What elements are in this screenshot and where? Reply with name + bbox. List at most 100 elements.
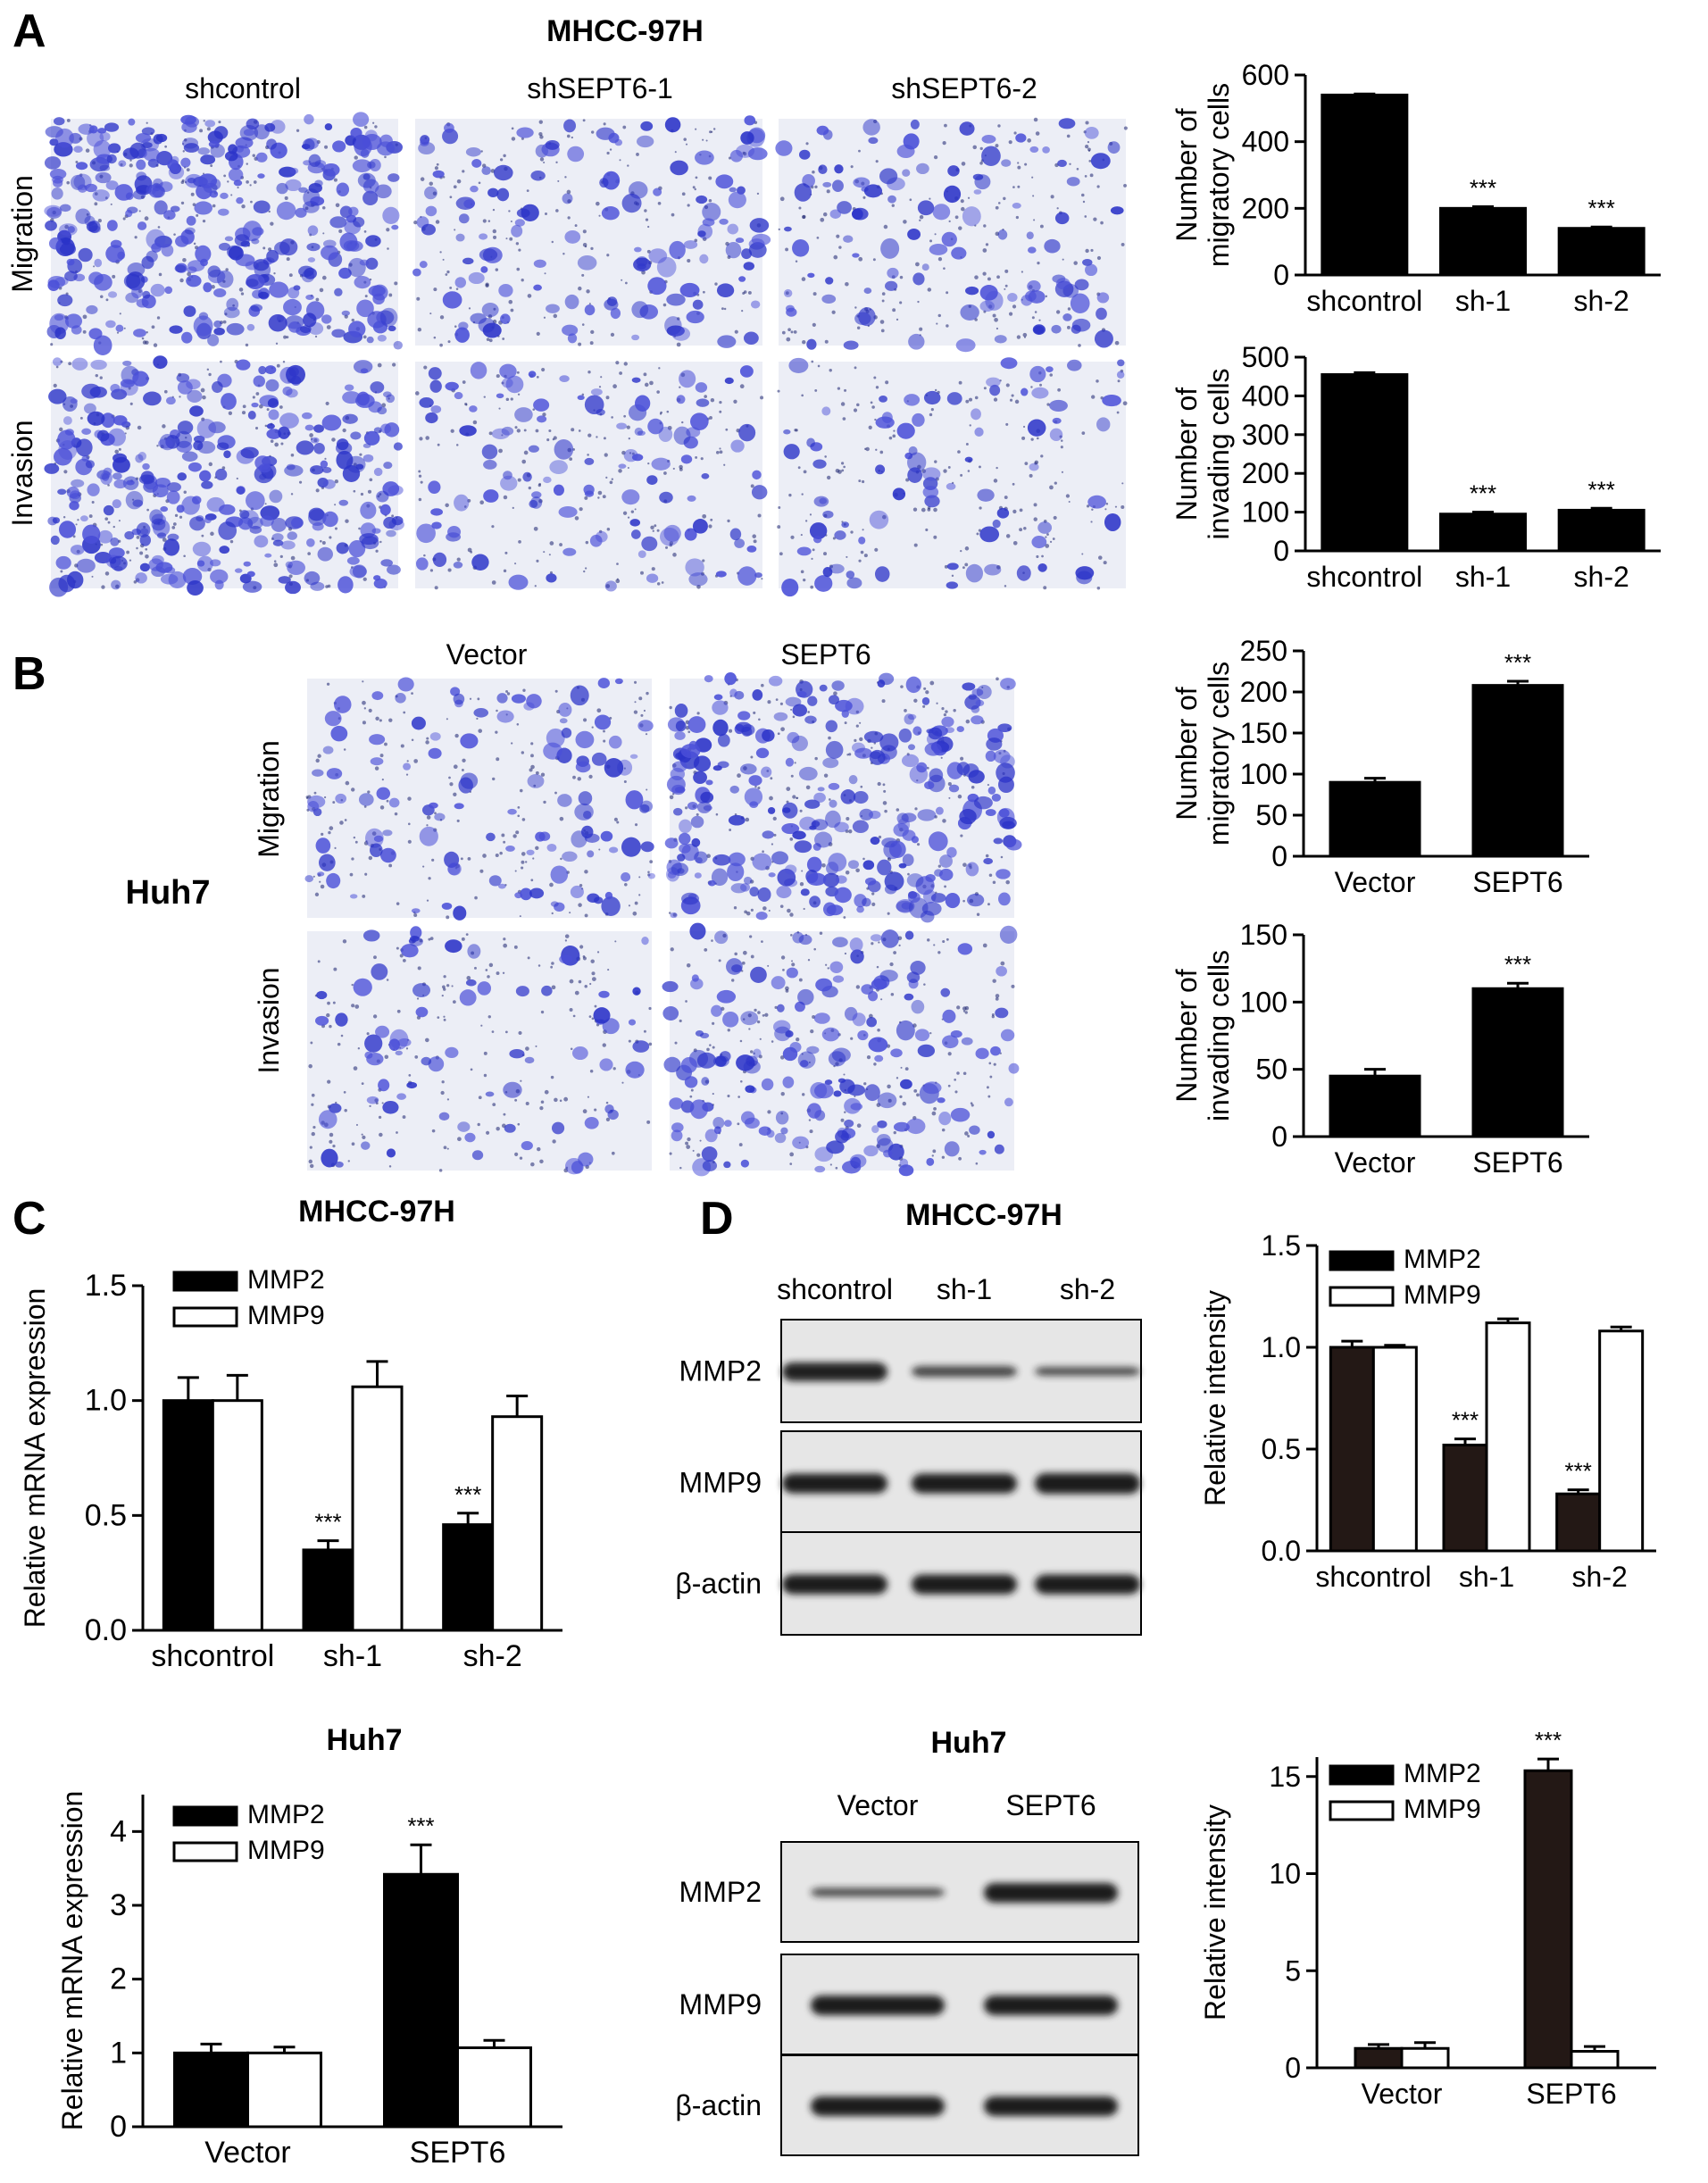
y-axis-label-line: Number of [1171, 969, 1203, 1103]
bar [1400, 2046, 1450, 2070]
chart-title: Huh7 [327, 1723, 403, 1757]
x-tick-label: Vector [1362, 2078, 1443, 2110]
bar [1354, 2046, 1404, 2070]
bar [1598, 1329, 1645, 1553]
panel-b-col-sept6: SEPT6 [780, 638, 871, 671]
bar [383, 1872, 459, 2129]
y-tick-label: 2 [110, 1962, 127, 1996]
bar [1321, 93, 1409, 277]
y-tick-label: 600 [1242, 59, 1289, 91]
y-tick-label: 0.5 [85, 1498, 127, 1532]
y-tick-label: 0 [1273, 535, 1289, 567]
micrograph-b-r1-c1 [662, 922, 1020, 1177]
y-axis-label: Number ofinvading cells [1171, 368, 1235, 539]
y-axis-label-line: Number of [1171, 108, 1203, 242]
x-tick-label: SEPT6 [1472, 866, 1562, 898]
y-axis-label-line: Relative mRNA expression [19, 1288, 51, 1629]
panel-b-row-migration: Migration [253, 740, 285, 858]
panel-a-col-shsept6-1: shSEPT6-1 [527, 72, 673, 104]
blot-band [1035, 1574, 1140, 1595]
legend-swatch [1329, 1250, 1395, 1271]
y-axis-label-line: migratory cells [1203, 662, 1235, 846]
y-axis-label: Number ofmigratory cells [1171, 662, 1235, 846]
legend-label: MMP9 [1404, 1795, 1481, 1824]
panel-b-cell-line: Huh7 [126, 874, 211, 912]
bar [1371, 1346, 1418, 1553]
significance-label: *** [454, 1481, 481, 1508]
blot-bottom-title: Huh7 [931, 1726, 1007, 1760]
y-tick-label: 1 [110, 2036, 127, 2070]
x-tick-label: shcontrol [1306, 285, 1422, 317]
micrograph-a-r0-c0 [44, 112, 404, 356]
chart-d_mhcc: 0.0 0.5 1.0 1.5 Relative intensity shcontrol s… [1199, 1229, 1656, 1593]
blot-row-label: MMP2 [679, 1876, 762, 1908]
x-tick-label: shcontrol [151, 1639, 274, 1673]
y-tick-label: 100 [1240, 758, 1287, 790]
y-axis-label-line: migratory cells [1203, 83, 1235, 267]
bar [1555, 1492, 1602, 1553]
y-tick-label: 0 [1273, 259, 1289, 291]
blot-row-label: MMP2 [679, 1355, 762, 1387]
micrograph-a-r1-c0 [44, 355, 404, 597]
blot-band [912, 1366, 1017, 1378]
y-axis-label-line: Relative intensity [1199, 1804, 1231, 2021]
blot-lane-label: Vector [837, 1789, 919, 1821]
legend-label: MMP2 [247, 1265, 325, 1295]
bar [456, 2046, 532, 2129]
legend-label: MMP2 [247, 1800, 325, 1829]
panel-a-title: MHCC-97H [546, 14, 704, 48]
x-tick-label: Vector [1335, 1146, 1416, 1179]
bar [1523, 1769, 1573, 2070]
y-tick-label: 0.0 [1262, 1535, 1301, 1567]
y-axis-label: Relative intensity [1199, 1804, 1231, 2021]
bar [491, 1415, 544, 1632]
blot-row-label: β-actin [675, 2089, 762, 2121]
y-axis-label: Relative mRNA expression [19, 1288, 51, 1629]
micrograph-a-r0-c2 [775, 117, 1128, 353]
y-tick-label: 4 [110, 1814, 127, 1848]
x-tick-label: sh-2 [1572, 1561, 1628, 1593]
bar [1329, 780, 1421, 858]
micrograph-a-r1-c1 [414, 361, 768, 592]
significance-label: *** [1564, 1458, 1591, 1485]
panel-letter-a: A [12, 5, 46, 57]
legend-swatch [1329, 1764, 1395, 1786]
micrograph-b-r1-c0 [307, 926, 653, 1175]
bar [1471, 987, 1564, 1138]
significance-label: *** [1587, 195, 1614, 221]
y-tick-label: 50 [1255, 1054, 1287, 1086]
y-tick-label: 500 [1242, 341, 1289, 373]
blot-band [984, 1996, 1118, 2015]
legend-swatch [172, 1805, 238, 1827]
significance-label: *** [1587, 476, 1614, 503]
chart-title: MHCC-97H [298, 1195, 455, 1229]
x-tick-label: sh-1 [323, 1639, 382, 1673]
y-tick-label: 1.5 [85, 1269, 127, 1303]
y-tick-label: 1.5 [1262, 1229, 1301, 1262]
x-tick-label: sh-2 [1574, 561, 1629, 593]
significance-label: *** [1504, 649, 1531, 676]
y-tick-label: 0 [1285, 2052, 1301, 2084]
y-tick-label: 15 [1269, 1761, 1301, 1793]
y-tick-label: 5 [1285, 1954, 1301, 1987]
blot-lane-label: shcontrol [777, 1273, 893, 1305]
y-tick-label: 100 [1240, 986, 1287, 1018]
y-tick-label: 1.0 [85, 1384, 127, 1418]
blot-lane-label: sh-1 [937, 1273, 992, 1305]
chart-d_huh7: 0 5 10 15 Relative intensity Vector SEPT6 *** MM… [1199, 1727, 1656, 2110]
y-tick-label: 0 [1271, 840, 1287, 872]
y-tick-label: 200 [1240, 676, 1287, 708]
blot-band [811, 2096, 945, 2116]
y-tick-label: 50 [1255, 799, 1287, 831]
y-tick-label: 400 [1242, 126, 1289, 158]
micrographs-panel-b [304, 672, 1022, 1177]
y-axis-label: Number ofinvading cells [1171, 950, 1235, 1121]
y-tick-label: 200 [1242, 457, 1289, 489]
panel-letter-d: D [700, 1193, 734, 1245]
blot-band [912, 1574, 1017, 1595]
legend-label: MMP9 [247, 1836, 325, 1865]
